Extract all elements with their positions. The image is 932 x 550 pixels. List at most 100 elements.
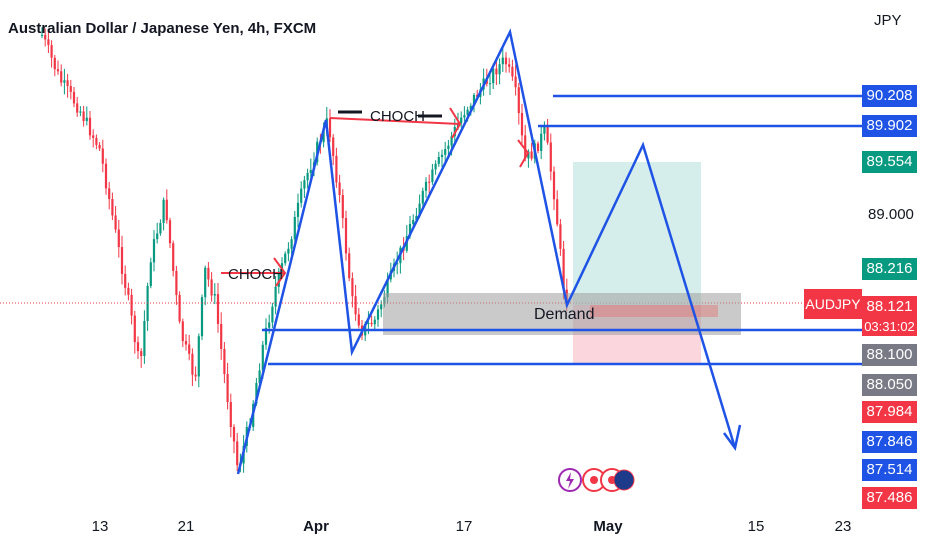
candle-body xyxy=(300,188,303,203)
demand-zone xyxy=(383,293,741,335)
candle-body xyxy=(332,137,335,156)
candle-body xyxy=(527,151,530,159)
candle-body xyxy=(130,294,133,316)
candle-body xyxy=(79,111,82,113)
candle-body xyxy=(335,155,338,183)
candle-body xyxy=(277,271,280,287)
candle-body xyxy=(271,306,274,323)
candle-body xyxy=(367,322,370,324)
candle-body xyxy=(466,109,469,116)
candle-body xyxy=(232,427,236,442)
candle-body xyxy=(540,133,543,151)
candle-body xyxy=(549,142,552,172)
candle-body xyxy=(501,57,504,65)
choch-left-label: CHOCH xyxy=(228,266,283,283)
candle-body xyxy=(552,171,556,200)
candle-body xyxy=(463,115,466,118)
candle-body xyxy=(236,441,239,466)
candle-body xyxy=(437,156,440,164)
candle-body xyxy=(184,341,188,345)
candle-body xyxy=(290,239,293,249)
candle-body xyxy=(117,229,120,248)
choch-top-label: CHOCH xyxy=(370,108,425,125)
candle-body xyxy=(191,353,194,375)
candle-body xyxy=(396,263,399,265)
candle-body xyxy=(287,248,290,254)
candle-body xyxy=(498,64,501,75)
candle-body xyxy=(258,370,261,384)
candle-body xyxy=(386,279,389,298)
candle-body xyxy=(149,262,152,286)
candle-body xyxy=(536,143,540,151)
candle-body xyxy=(450,136,453,146)
candle-body xyxy=(178,295,181,322)
candle-body xyxy=(293,216,296,240)
candle-body xyxy=(60,71,63,83)
time-tick: 23 xyxy=(834,518,852,535)
candle-body xyxy=(82,111,85,122)
candle-body xyxy=(344,218,348,254)
candle-body xyxy=(268,322,271,328)
candle-body xyxy=(431,169,434,183)
time-tick: 15 xyxy=(747,518,765,535)
candle-body xyxy=(284,253,287,264)
candle-body xyxy=(495,68,498,75)
time-tick: May xyxy=(593,518,623,535)
candle-body xyxy=(162,199,165,224)
candle-body xyxy=(63,80,66,83)
price-label: 87.846 xyxy=(862,431,917,453)
time-tick: 17 xyxy=(455,518,473,535)
candle-body xyxy=(114,215,117,230)
candle-body xyxy=(44,34,47,40)
time-tick: 13 xyxy=(91,518,109,535)
target-zone xyxy=(573,162,701,305)
candle-body xyxy=(418,203,421,216)
candle-body xyxy=(40,34,44,36)
candle-body xyxy=(181,321,184,342)
currency-label: JPY xyxy=(874,12,902,29)
candle-body xyxy=(210,279,213,296)
candle-body xyxy=(124,273,127,288)
price-label: 88.121 xyxy=(862,296,917,318)
candle-body xyxy=(111,199,114,216)
australia-flag-icon[interactable] xyxy=(613,469,635,491)
event-icons[interactable] xyxy=(558,462,638,498)
candle-body xyxy=(559,224,562,249)
candle-body xyxy=(424,181,428,191)
candle-body xyxy=(168,220,172,244)
candle-body xyxy=(338,182,341,196)
candle-body xyxy=(50,45,53,58)
candle-body xyxy=(546,125,549,143)
price-label: 90.208 xyxy=(862,85,917,107)
arrow-head xyxy=(722,424,742,451)
demand-label: Demand xyxy=(534,306,595,323)
candle-body xyxy=(421,190,424,204)
candle-body xyxy=(143,320,146,356)
candle-body xyxy=(524,135,527,159)
candle-body xyxy=(108,188,111,200)
candle-body xyxy=(127,287,130,295)
candle-body xyxy=(98,144,101,149)
candle-body xyxy=(152,239,156,263)
candle-body xyxy=(415,215,418,220)
candle-body xyxy=(92,135,95,138)
candle-body xyxy=(556,199,559,225)
chart-drawings xyxy=(0,28,862,475)
price-label: 89.000 xyxy=(868,206,914,223)
candle-body xyxy=(197,336,200,377)
candle-body xyxy=(120,247,124,274)
candle-body xyxy=(504,57,508,65)
candle-body xyxy=(309,169,312,173)
price-label: 89.554 xyxy=(862,151,917,173)
candle-body xyxy=(444,149,447,155)
candle-body xyxy=(165,199,168,221)
candle-body xyxy=(434,163,437,170)
price-label: 87.984 xyxy=(862,401,917,423)
candle-body xyxy=(341,195,344,219)
price-label: 88.050 xyxy=(862,374,917,396)
candle-body xyxy=(200,297,204,337)
candle-body xyxy=(351,278,354,297)
price-label: 88.216 xyxy=(862,258,917,280)
candle-body xyxy=(216,294,220,324)
